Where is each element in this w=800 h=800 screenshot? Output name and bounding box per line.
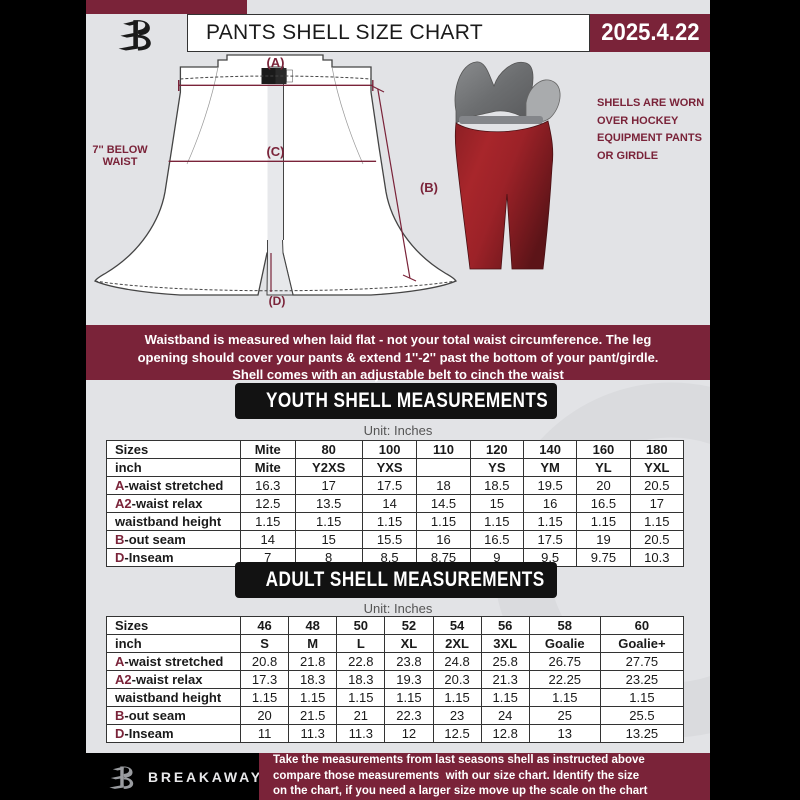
- svg-text:WAIST: WAIST: [103, 156, 138, 168]
- svg-text:(A): (A): [266, 55, 284, 70]
- svg-text:(C): (C): [266, 144, 284, 159]
- svg-text:(D): (D): [269, 294, 286, 308]
- svg-text:7'' BELOW: 7'' BELOW: [92, 144, 148, 156]
- svg-text:(B): (B): [420, 180, 438, 195]
